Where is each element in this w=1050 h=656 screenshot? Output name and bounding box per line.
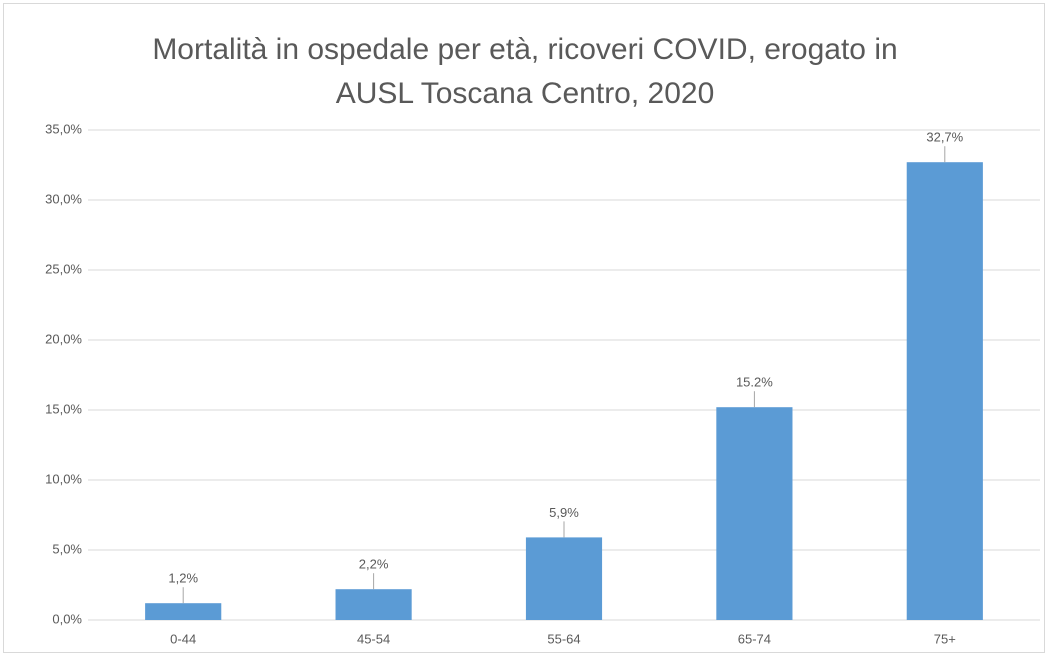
y-tick-label: 5,0% xyxy=(52,541,82,556)
y-tick-label: 20,0% xyxy=(45,331,82,346)
data-label: 5,9% xyxy=(549,505,579,520)
x-tick-label: 75+ xyxy=(934,631,956,646)
y-tick-label: 35,0% xyxy=(45,121,82,136)
y-tick-label: 0,0% xyxy=(52,611,82,626)
x-tick-label: 65-74 xyxy=(738,631,771,646)
y-tick-label: 25,0% xyxy=(45,261,82,276)
x-tick-label: 45-54 xyxy=(357,631,390,646)
chart-frame xyxy=(3,3,1045,653)
y-tick-label: 10,0% xyxy=(45,471,82,486)
bar xyxy=(335,589,412,620)
data-label: 1,2% xyxy=(168,571,198,586)
chart-title: Mortalità in ospedale per età, ricoveri … xyxy=(152,33,898,110)
y-tick-label: 15,0% xyxy=(45,401,82,416)
data-label: 15.2% xyxy=(736,375,773,390)
bar xyxy=(906,162,983,620)
bar xyxy=(716,407,793,620)
bar xyxy=(145,603,222,620)
x-tick-label: 0-44 xyxy=(170,631,196,646)
x-tick-label: 55-64 xyxy=(547,631,580,646)
data-label: 2,2% xyxy=(359,557,389,572)
bar xyxy=(525,537,603,620)
data-label: 32,7% xyxy=(926,130,963,145)
y-tick-label: 30,0% xyxy=(45,191,82,206)
